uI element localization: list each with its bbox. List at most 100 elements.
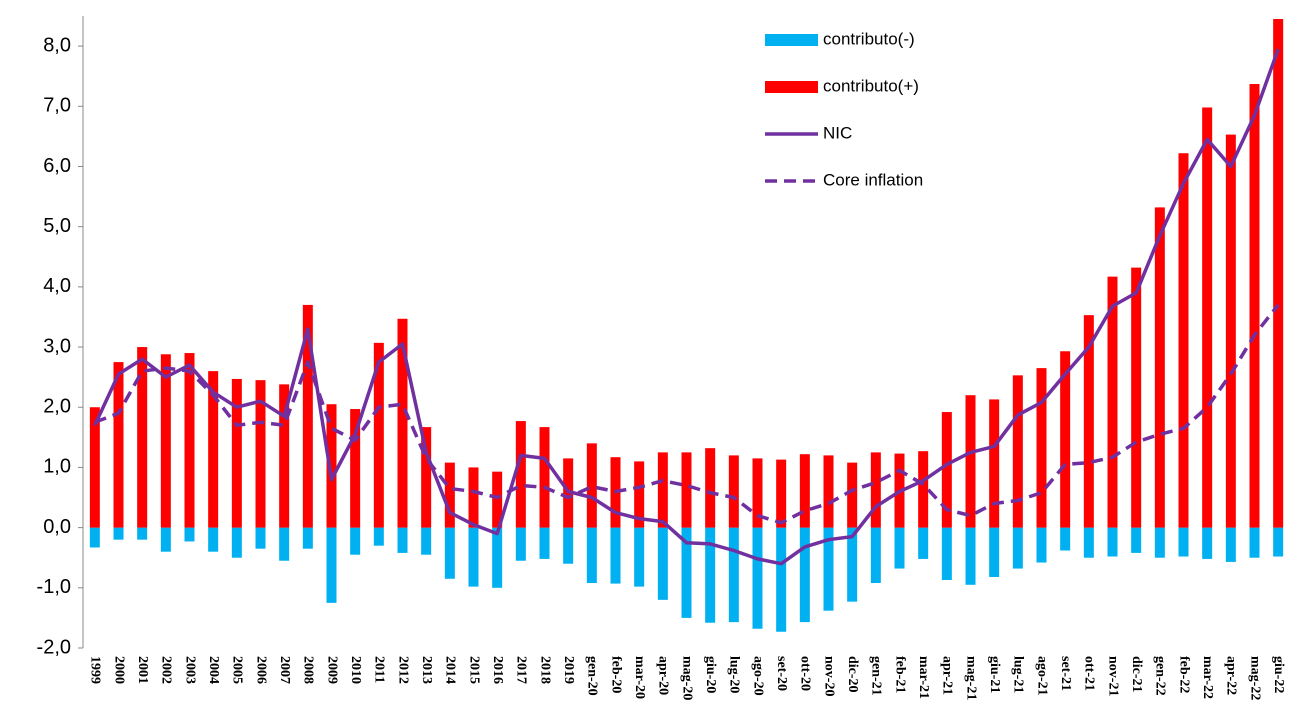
bar bbox=[279, 384, 290, 528]
bar bbox=[1154, 527, 1165, 558]
x-tick-label: feb-22 bbox=[1176, 656, 1191, 693]
x-tick-label: giu-21 bbox=[987, 656, 1002, 693]
bar bbox=[373, 342, 384, 528]
x-tick-label: 1999 bbox=[88, 656, 103, 684]
x-tick-label: 2017 bbox=[514, 656, 529, 684]
bar bbox=[870, 452, 881, 528]
x-tick-label: 2002 bbox=[159, 656, 174, 684]
bar bbox=[350, 409, 361, 528]
bar bbox=[657, 452, 668, 528]
bar bbox=[1083, 315, 1094, 528]
bar bbox=[492, 471, 503, 528]
bar bbox=[231, 378, 242, 528]
x-tick-label: 2015 bbox=[466, 656, 481, 684]
x-tick-label: 2009 bbox=[324, 656, 339, 684]
bar bbox=[634, 461, 645, 528]
x-tick-label: 2000 bbox=[111, 656, 126, 684]
x-tick-label: gen-21 bbox=[869, 656, 884, 696]
x-tick-label: 2012 bbox=[395, 656, 410, 684]
x-tick-label: 2010 bbox=[348, 656, 363, 684]
bar bbox=[989, 399, 1000, 528]
bar bbox=[1083, 527, 1094, 558]
bar bbox=[1202, 107, 1213, 528]
bar bbox=[752, 458, 763, 528]
bar bbox=[586, 527, 597, 583]
x-tick-label: mar-22 bbox=[1200, 656, 1215, 699]
x-tick-label: 2007 bbox=[277, 656, 292, 684]
bar bbox=[326, 404, 337, 528]
bar bbox=[1225, 134, 1236, 528]
bar bbox=[113, 362, 124, 528]
bar bbox=[421, 427, 432, 528]
x-tick-label: 2019 bbox=[561, 656, 576, 684]
x-tick-label: mar-20 bbox=[632, 656, 647, 699]
bar bbox=[1107, 276, 1118, 528]
bar bbox=[1036, 527, 1047, 563]
x-tick-label: dic-21 bbox=[1129, 656, 1144, 693]
bar bbox=[397, 318, 408, 528]
legend-label: contributo(-) bbox=[823, 29, 915, 48]
bar bbox=[373, 527, 384, 546]
x-tick-label: 2001 bbox=[135, 656, 150, 684]
y-tick-label: 8,0 bbox=[43, 34, 71, 56]
bar bbox=[1154, 207, 1165, 528]
line bbox=[93, 48, 1280, 566]
legend-swatch bbox=[765, 81, 818, 93]
bar bbox=[799, 527, 810, 623]
bar bbox=[255, 527, 266, 549]
bar bbox=[184, 527, 195, 542]
x-tick-label: mag-21 bbox=[963, 656, 978, 700]
bar bbox=[918, 451, 929, 528]
bar bbox=[89, 527, 100, 548]
bar bbox=[255, 380, 266, 528]
x-tick-label: lug-20 bbox=[727, 656, 742, 693]
x-tick-label: ago-20 bbox=[750, 656, 765, 696]
bar bbox=[894, 527, 905, 569]
bar bbox=[705, 527, 716, 623]
bar bbox=[1273, 19, 1284, 528]
bar bbox=[1249, 527, 1260, 558]
bar bbox=[397, 527, 408, 553]
x-tick-label: 2004 bbox=[206, 656, 221, 684]
bar bbox=[799, 454, 810, 528]
bar bbox=[657, 527, 668, 600]
bar bbox=[421, 527, 432, 555]
bar bbox=[586, 443, 597, 528]
bar bbox=[350, 527, 361, 555]
x-tick-label: set-20 bbox=[774, 656, 789, 691]
x-tick-label: apr-21 bbox=[940, 656, 955, 695]
y-tick-label: 0,0 bbox=[43, 516, 71, 538]
x-tick-label: 2018 bbox=[537, 656, 552, 684]
x-tick-label: mag-20 bbox=[679, 656, 694, 700]
x-tick-label: 2016 bbox=[490, 656, 505, 684]
bar bbox=[1012, 527, 1023, 569]
y-tick-label: 2,0 bbox=[43, 396, 71, 418]
legend-label: NIC bbox=[823, 123, 852, 142]
bar bbox=[302, 304, 313, 528]
bar bbox=[1249, 84, 1260, 528]
bar bbox=[681, 527, 692, 618]
y-tick-label: 1,0 bbox=[43, 456, 71, 478]
bar bbox=[610, 527, 621, 584]
legend-swatch bbox=[765, 34, 818, 46]
bar bbox=[515, 527, 526, 561]
x-tick-label: feb-21 bbox=[892, 656, 907, 693]
y-tick-label: 6,0 bbox=[43, 155, 71, 177]
bar bbox=[1131, 267, 1142, 528]
bar bbox=[752, 527, 763, 629]
x-tick-label: giu-20 bbox=[703, 656, 718, 693]
bar bbox=[160, 354, 171, 528]
bar bbox=[539, 427, 550, 528]
bar bbox=[137, 347, 148, 528]
bar bbox=[1036, 368, 1047, 528]
bar bbox=[1178, 153, 1189, 528]
bar bbox=[1131, 527, 1142, 553]
bar bbox=[1060, 351, 1071, 528]
x-tick-label: feb-20 bbox=[608, 656, 623, 693]
bar bbox=[823, 455, 834, 528]
x-tick-label: 2008 bbox=[301, 656, 316, 684]
y-tick-label: 5,0 bbox=[43, 215, 71, 237]
bar bbox=[847, 527, 858, 602]
bar bbox=[563, 527, 574, 564]
bar bbox=[965, 527, 976, 585]
